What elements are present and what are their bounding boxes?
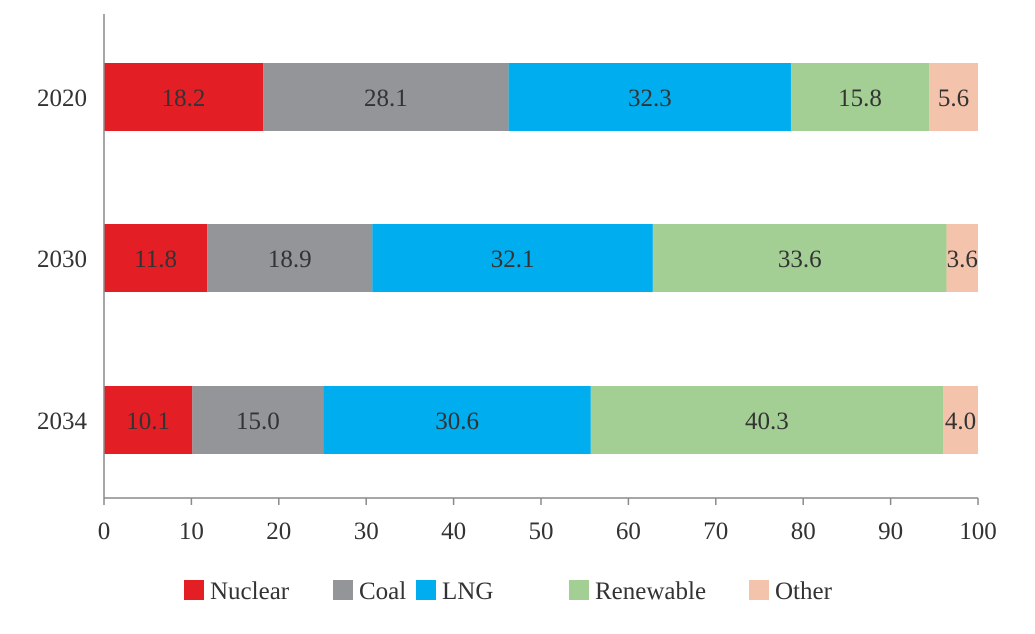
legend-swatch-other <box>749 580 769 600</box>
data-label-other-2020: 5.6 <box>938 85 969 112</box>
data-label-coal-2034: 15.0 <box>236 408 280 435</box>
data-label-other-2030: 3.6 <box>947 246 978 273</box>
bar-segment-lng-2020 <box>508 63 791 131</box>
category-label-2020: 2020 <box>37 85 87 112</box>
x-tick-label-30: 30 <box>354 518 379 545</box>
category-label-2034: 2034 <box>37 408 88 435</box>
bar-segment-nuclear-2030 <box>104 224 208 292</box>
data-label-lng-2034: 30.6 <box>435 408 479 435</box>
data-label-coal-2030: 18.9 <box>268 246 312 273</box>
legend-label-renewable: Renewable <box>595 578 706 605</box>
data-label-renewable-2034: 40.3 <box>745 408 789 435</box>
data-label-lng-2030: 32.1 <box>491 246 535 273</box>
legend-label-nuclear: Nuclear <box>210 578 290 605</box>
bar-segment-nuclear-2034 <box>104 386 193 454</box>
legend-label-coal: Coal <box>359 578 406 605</box>
legend-swatch-lng <box>416 580 436 600</box>
bar-segment-coal-2030 <box>207 224 373 292</box>
legend: Nuclear Coal LNG Renewable Other <box>184 578 833 605</box>
data-label-coal-2020: 28.1 <box>364 85 408 112</box>
bar-segment-nuclear-2020 <box>104 63 264 131</box>
bars-group: 18.2 28.1 32.3 15.8 5.6 11.8 18.9 32.1 33.6 3.6 10… <box>104 63 978 454</box>
bar-segment-coal-2034 <box>192 386 324 454</box>
bar-segment-other-2020 <box>929 63 978 131</box>
bar-segment-lng-2030 <box>372 224 653 292</box>
bar-segment-renewable-2030 <box>652 224 947 292</box>
data-label-renewable-2030: 33.6 <box>778 246 822 273</box>
x-tick-label-80: 80 <box>791 518 816 545</box>
bar-segment-other-2030 <box>946 224 978 292</box>
x-tick-label-20: 20 <box>266 518 291 545</box>
data-label-renewable-2020: 15.8 <box>838 85 882 112</box>
data-label-lng-2020: 32.3 <box>628 85 672 112</box>
x-tick-label-10: 10 <box>179 518 204 545</box>
x-axis: 0 10 20 30 40 50 60 70 80 90 100 <box>98 14 997 545</box>
bar-segment-coal-2020 <box>263 63 509 131</box>
x-tick-label-0: 0 <box>98 518 111 545</box>
x-tick-label-100: 100 <box>959 518 997 545</box>
data-label-nuclear-2034: 10.1 <box>126 408 170 435</box>
data-label-nuclear-2030: 11.8 <box>134 246 177 273</box>
data-label-nuclear-2020: 18.2 <box>162 85 206 112</box>
data-label-other-2034: 4.0 <box>945 408 976 435</box>
x-tick-label-60: 60 <box>616 518 641 545</box>
bar-segment-renewable-2020 <box>790 63 930 131</box>
legend-swatch-nuclear <box>184 580 204 600</box>
category-label-2030: 2030 <box>37 246 87 273</box>
category-labels: 2020 2030 2034 <box>37 85 88 435</box>
bar-segment-lng-2034 <box>323 386 591 454</box>
bar-segment-renewable-2034 <box>590 386 944 454</box>
bar-segment-other-2034 <box>943 386 978 454</box>
legend-label-lng: LNG <box>442 578 493 605</box>
x-tick-label-50: 50 <box>529 518 554 545</box>
legend-swatch-renewable <box>569 580 589 600</box>
legend-label-other: Other <box>775 578 833 605</box>
x-tick-label-70: 70 <box>703 518 728 545</box>
x-tick-label-40: 40 <box>441 518 466 545</box>
x-tick-label-90: 90 <box>878 518 903 545</box>
legend-swatch-coal <box>333 580 353 600</box>
